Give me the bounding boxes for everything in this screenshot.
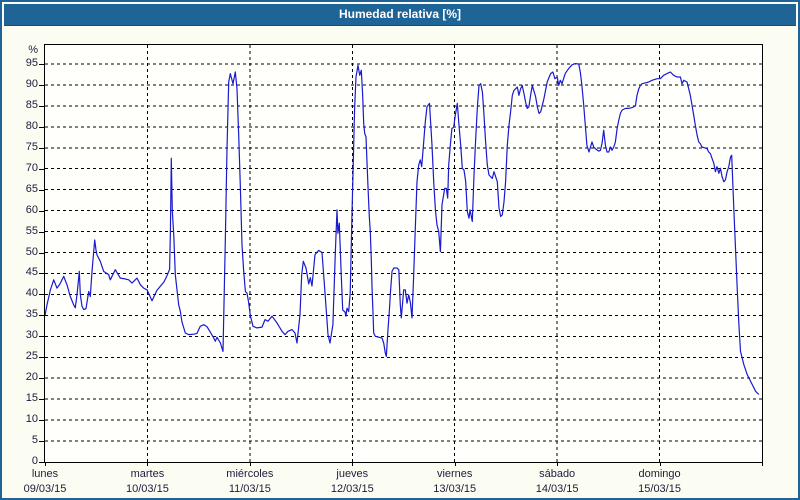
x-day-label: martes 10/03/15 xyxy=(126,467,169,497)
day-date: 14/03/15 xyxy=(535,483,579,495)
day-name: martes xyxy=(130,468,165,480)
x-day-label: lunes 09/03/15 xyxy=(24,467,67,497)
y-tick-mark xyxy=(39,294,44,296)
x-tick-mark xyxy=(45,462,46,466)
y-tick-mark xyxy=(39,126,44,128)
y-tick-mark xyxy=(39,64,44,65)
y-tick-label: 5 xyxy=(31,434,38,447)
y-tick-mark xyxy=(39,252,44,254)
y-tick-mark xyxy=(39,273,44,275)
day-name: miércoles xyxy=(226,468,274,480)
x-tick-mark xyxy=(249,462,251,466)
day-name: lunes xyxy=(31,468,59,480)
x-day-label: sábado 14/03/15 xyxy=(536,467,579,497)
y-tick-mark xyxy=(39,210,44,212)
x-day-label: miércoles 11/03/15 xyxy=(226,467,273,497)
y-tick-mark xyxy=(39,420,44,422)
y-tick-label: 65 xyxy=(25,182,38,195)
y-tick-label: 25 xyxy=(25,350,38,363)
y-tick-mark xyxy=(39,105,44,107)
y-tick-label: 55 xyxy=(25,224,38,237)
x-tick-mark xyxy=(147,462,149,466)
y-tick-mark xyxy=(39,231,44,233)
y-tick-label: 10 xyxy=(25,413,38,426)
y-tick-label: 85 xyxy=(25,98,38,111)
y-tick-mark xyxy=(39,441,44,443)
x-tick-mark xyxy=(557,462,559,466)
x-tick-mark xyxy=(454,462,456,466)
x-tick-mark xyxy=(762,462,763,466)
chart-title-bar: Humedad relativa [%] xyxy=(4,4,796,26)
y-tick-mark xyxy=(39,357,44,359)
y-tick-label: 70 xyxy=(25,161,38,174)
y-tick-label: 95 xyxy=(25,57,38,69)
y-tick-label: 30 xyxy=(25,329,38,342)
y-tick-label: 60 xyxy=(25,203,38,216)
x-tick-mark xyxy=(352,462,354,466)
y-tick-label: 80 xyxy=(25,119,38,132)
x-day-label: jueves 12/03/15 xyxy=(331,467,374,497)
y-tick-mark xyxy=(39,147,44,149)
y-tick-mark xyxy=(39,336,44,338)
y-tick-mark xyxy=(39,189,44,191)
y-tick-label: 15 xyxy=(25,392,38,405)
y-tick-label: 40 xyxy=(25,287,38,300)
day-name: domingo xyxy=(638,468,681,480)
y-tick-label: 50 xyxy=(25,245,38,258)
plot-area xyxy=(44,44,763,463)
day-date: 12/03/15 xyxy=(330,483,374,495)
x-day-label: viernes 13/03/15 xyxy=(433,467,476,497)
day-date: 15/03/15 xyxy=(638,483,681,495)
y-tick-mark xyxy=(39,399,44,401)
day-name: viernes xyxy=(436,468,473,480)
day-name: sábado xyxy=(539,468,576,480)
plot-canvas xyxy=(45,45,762,462)
y-tick-label: 75 xyxy=(25,140,38,153)
y-axis-unit-label: % xyxy=(28,44,38,56)
y-tick-label: 0 xyxy=(31,455,38,467)
chart-title: Humedad relativa [%] xyxy=(338,7,462,21)
day-name: jueves xyxy=(336,468,369,480)
y-tick-mark xyxy=(39,462,44,463)
day-date: 10/03/15 xyxy=(126,483,169,495)
y-tick-label: 90 xyxy=(25,77,38,90)
day-date: 11/03/15 xyxy=(228,483,271,495)
day-date: 09/03/15 xyxy=(23,483,67,495)
y-tick-mark xyxy=(39,84,44,86)
x-day-label: domingo 15/03/15 xyxy=(638,467,681,497)
y-tick-mark xyxy=(39,315,44,317)
y-tick-label: 35 xyxy=(25,308,38,321)
y-tick-label: 20 xyxy=(25,371,38,384)
day-date: 13/03/15 xyxy=(433,483,477,495)
y-tick-mark xyxy=(39,378,44,380)
y-tick-mark xyxy=(39,168,44,170)
y-tick-label: 45 xyxy=(25,266,38,279)
x-tick-mark xyxy=(659,462,661,466)
